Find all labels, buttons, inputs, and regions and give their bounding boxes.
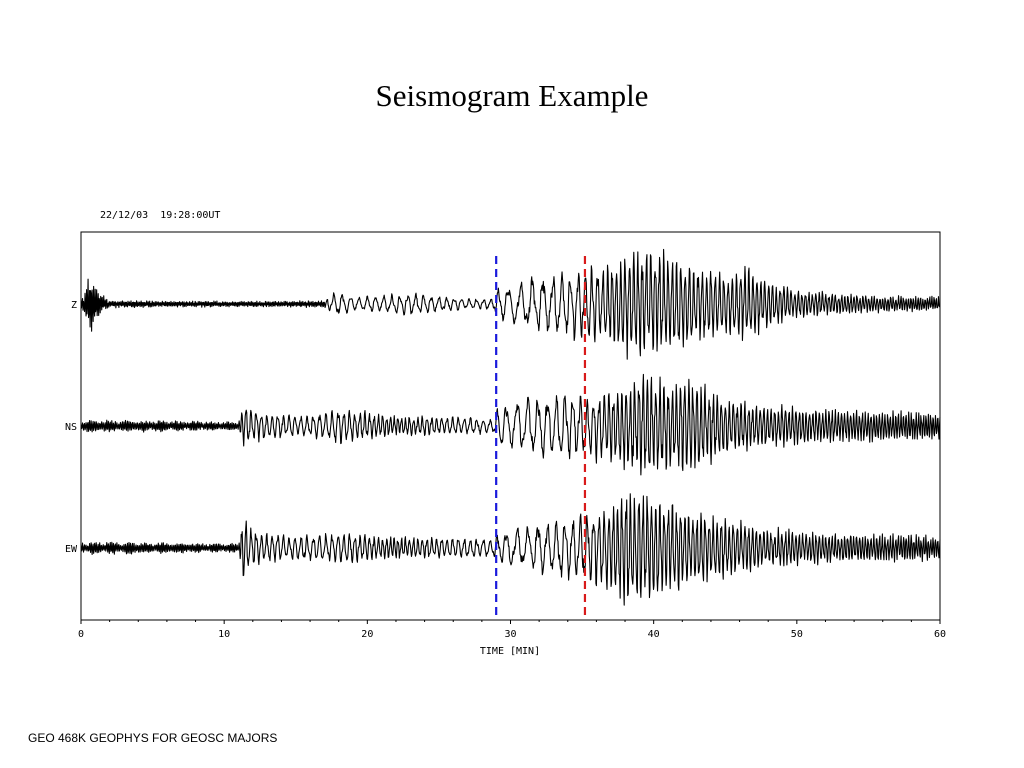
chart-header-datetime: 22/12/03 19:28:00UT — [100, 210, 220, 221]
trace-label-ns: NS — [65, 422, 77, 433]
trace-group: Z NS EW — [65, 248, 941, 606]
footer-text: GEO 468K GEOPHYS FOR GEOSC MAJORS — [28, 731, 278, 745]
x-tick-label: 30 — [504, 629, 516, 640]
x-tick-label: 50 — [791, 629, 803, 640]
marker-group — [495, 256, 587, 620]
x-tick-label: 20 — [361, 629, 373, 640]
trace-label-z: Z — [71, 300, 77, 311]
x-tick-label: 10 — [218, 629, 230, 640]
x-axis-label: TIME [MIN] — [480, 646, 540, 657]
slide-title: Seismogram Example — [375, 78, 649, 113]
x-tick-label: 40 — [648, 629, 660, 640]
x-tick-label: 60 — [934, 629, 946, 640]
trace-label-ew: EW — [65, 544, 78, 555]
trace-ns — [80, 373, 941, 476]
trace-z — [80, 248, 941, 360]
x-tick-label: 0 — [78, 629, 84, 640]
trace-ew — [80, 493, 941, 606]
x-axis: 0 10 20 30 40 50 60 — [78, 620, 946, 640]
